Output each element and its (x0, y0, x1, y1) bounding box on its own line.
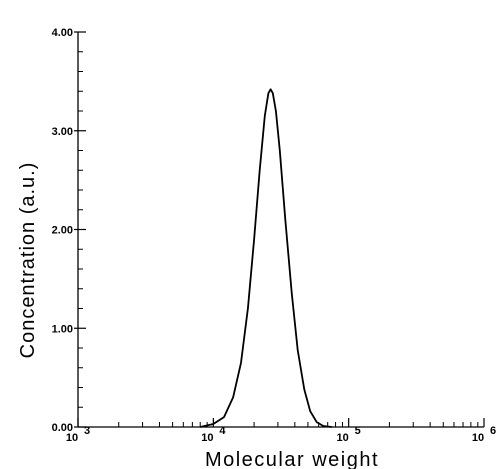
y-tick-label: 4.00 (52, 27, 73, 39)
x-tick-label: 10 (337, 432, 349, 444)
x-tick-label: 10 (472, 432, 484, 444)
y-tick-label: 3.00 (52, 126, 73, 138)
x-tick-exponent: 6 (490, 425, 496, 437)
x-axis-label: Molecular weight (205, 449, 379, 469)
x-tick-exponent: 5 (355, 425, 361, 437)
x-tick-label: 10 (66, 432, 78, 444)
y-tick-label: 1.00 (52, 323, 73, 335)
x-tick-exponent: 4 (219, 425, 226, 437)
x-tick-label: 10 (201, 432, 213, 444)
x-tick-exponent: 3 (84, 425, 90, 437)
x-axis-ticks: 10 3 10 4 10 5 10 6 (66, 418, 496, 444)
series-group (199, 88, 332, 428)
y-tick-label: 0.00 (52, 422, 73, 434)
y-axis-label: Concentration (a.u.) (17, 162, 39, 359)
y-axis-ticks: 0.00 1.00 2.00 3.00 4.00 (52, 27, 86, 434)
y-tick-label: 2.00 (52, 225, 73, 237)
series-line (199, 88, 332, 428)
